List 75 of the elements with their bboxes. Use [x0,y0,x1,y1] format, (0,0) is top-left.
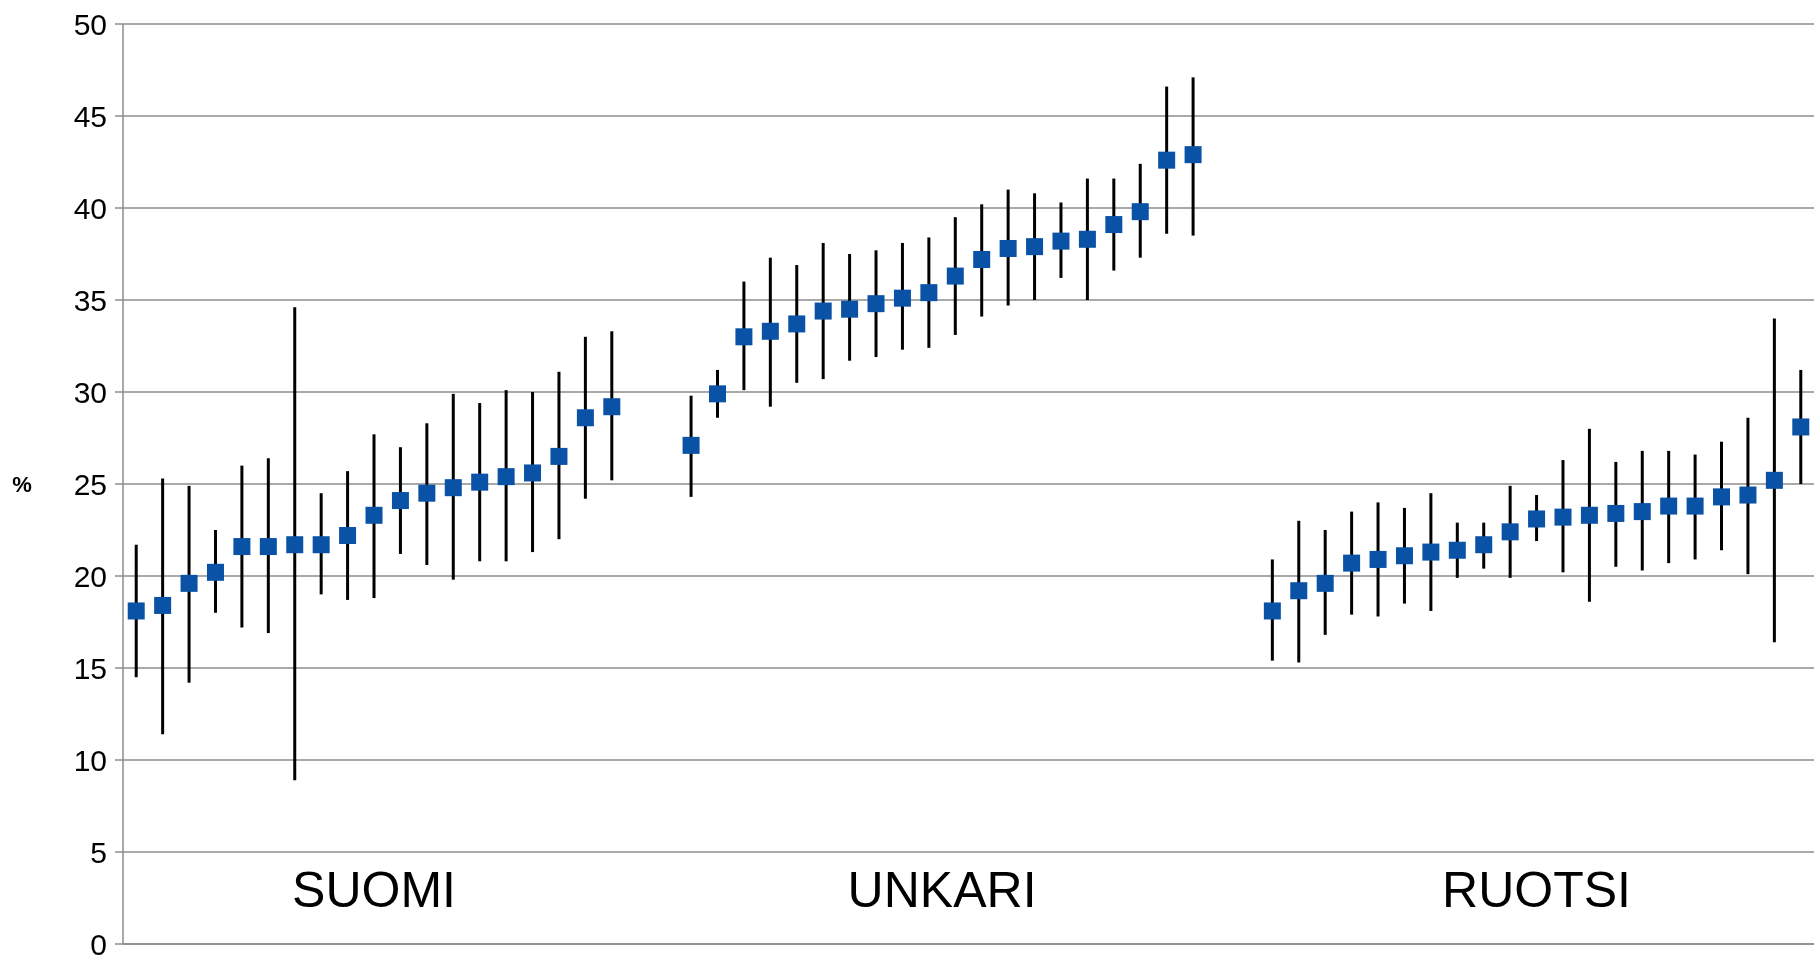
point [946,267,964,285]
point [1501,523,1519,541]
point [1263,602,1281,620]
point [867,295,885,313]
point [603,398,621,416]
y-tick-label: 45 [73,99,107,133]
point [127,602,145,620]
point [1131,203,1149,221]
point [814,302,832,320]
point [1290,582,1308,600]
point [259,538,277,556]
point [841,300,859,318]
point [339,527,357,545]
point [999,239,1017,257]
point [365,506,383,524]
point [154,596,172,614]
point [180,574,198,592]
point [1078,230,1096,248]
point [1026,238,1044,256]
point [1554,508,1572,526]
point [1184,146,1202,164]
y-tick-label: 10 [73,743,107,777]
point [1633,503,1651,521]
point [1448,541,1466,559]
point [1686,497,1704,515]
point [788,315,806,333]
point [550,447,568,465]
point [206,563,224,581]
point [1105,216,1123,234]
y-axis-title: % [12,471,32,497]
y-tick-label: 5 [90,835,107,869]
point [1316,574,1334,592]
point [524,464,542,482]
point [1395,547,1413,565]
point [920,284,938,302]
point [312,536,330,554]
annotation: RUOTSI [1442,862,1632,919]
point [1660,497,1678,515]
point [1343,554,1361,572]
point [708,385,726,403]
point [1792,418,1810,436]
point [391,492,409,510]
y-tick-label: 35 [73,283,107,317]
y-tick-label: 20 [73,559,107,593]
y-tick-label: 25 [73,467,107,501]
y-tick-label: 15 [73,651,107,685]
point [471,473,489,491]
point [576,409,594,427]
y-tick-label: 30 [73,375,107,409]
point [1052,232,1070,250]
annotation: UNKARI [847,862,1037,919]
point [418,484,436,502]
point [682,436,700,454]
point [1475,536,1493,554]
point [497,468,515,486]
point [1607,504,1625,522]
point [1422,543,1440,561]
y-tick-label: 40 [73,191,107,225]
point [1713,488,1731,506]
y-tick-label: 0 [90,927,107,959]
point [973,251,991,269]
point [1528,510,1546,528]
point [735,328,753,346]
point [761,322,779,340]
y-tick-label: 50 [73,7,107,41]
point [893,289,911,307]
point [1765,471,1783,489]
point [286,536,304,554]
point [1739,486,1757,504]
annotation: SUOMI [292,862,456,919]
point [444,479,462,497]
point [1369,550,1387,568]
point [1580,506,1598,524]
point [1158,151,1176,169]
point [233,538,251,556]
